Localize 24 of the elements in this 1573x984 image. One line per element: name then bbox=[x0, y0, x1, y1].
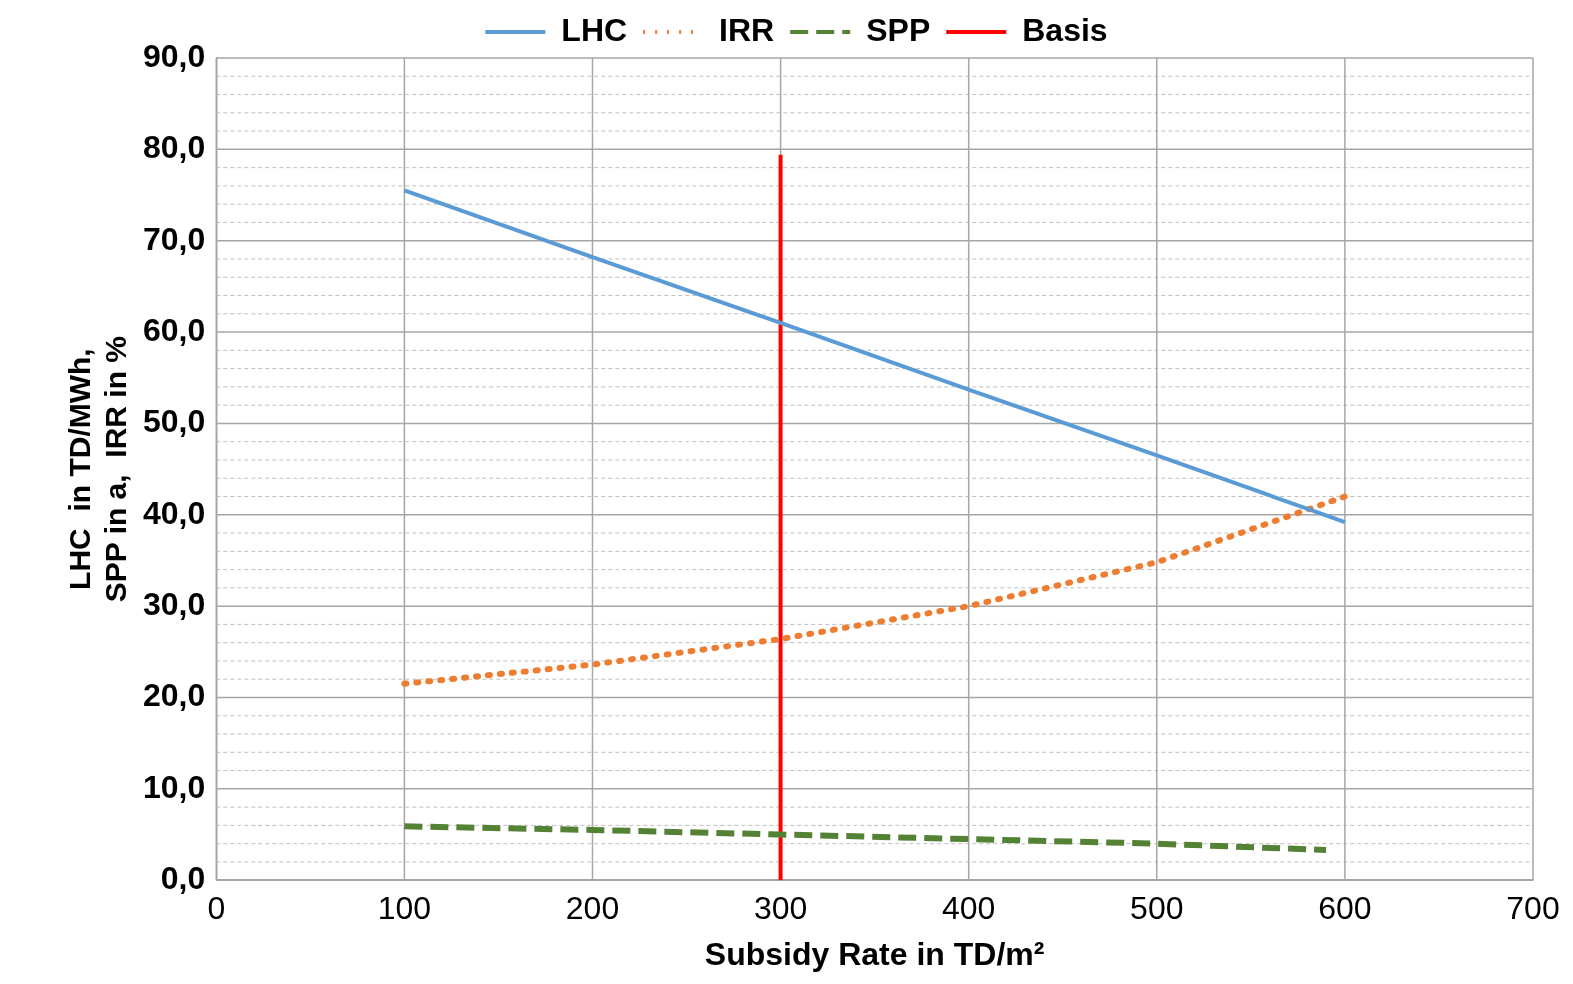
y-tick-label: 90,0 bbox=[143, 37, 206, 74]
x-tick-label: 300 bbox=[753, 890, 808, 927]
y-tick-label: 80,0 bbox=[143, 129, 206, 166]
x-tick-label: 700 bbox=[1506, 890, 1560, 927]
y-tick-label: 30,0 bbox=[143, 585, 206, 622]
y-tick-label: 10,0 bbox=[143, 768, 206, 805]
legend-label: LHC bbox=[561, 11, 628, 48]
x-tick-label: 0 bbox=[207, 890, 226, 927]
x-tick-label: 500 bbox=[1130, 890, 1184, 927]
legend-label: IRR bbox=[719, 11, 775, 48]
y-tick-label: 0,0 bbox=[160, 860, 206, 897]
x-tick-label: 200 bbox=[565, 890, 620, 927]
x-tick-label: 400 bbox=[942, 890, 996, 927]
x-tick-label: 100 bbox=[377, 890, 432, 927]
legend-label: SPP bbox=[866, 11, 931, 48]
y-tick-label: 50,0 bbox=[143, 403, 206, 440]
x-axis-title: Subsidy Rate in TD/m² bbox=[704, 935, 1045, 972]
y-tick-label: 40,0 bbox=[143, 494, 206, 531]
x-tick-label: 600 bbox=[1318, 890, 1372, 927]
y-tick-label: 60,0 bbox=[143, 311, 206, 348]
y-tick-label: 70,0 bbox=[143, 220, 206, 257]
legend-label: Basis bbox=[1022, 11, 1108, 48]
y-tick-label: 20,0 bbox=[143, 677, 206, 714]
y-axis-title: LHC in TD/MWh, SPP in a, IRR in % bbox=[63, 336, 133, 603]
